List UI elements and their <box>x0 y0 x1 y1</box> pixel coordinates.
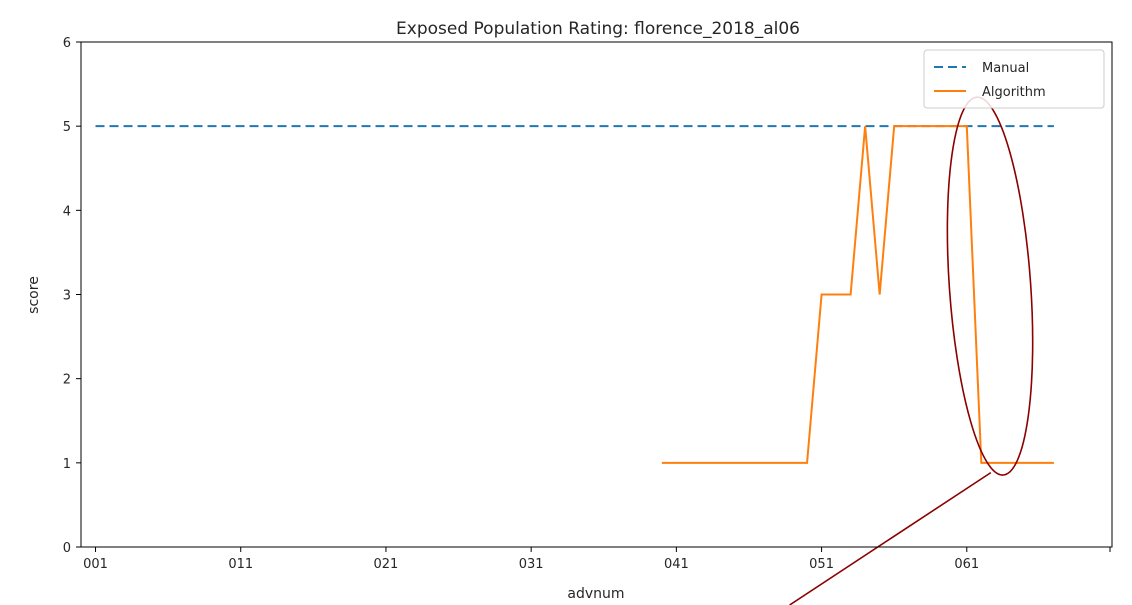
x-tick-label: 031 <box>519 557 544 572</box>
annotation-layer <box>789 96 1034 605</box>
annotation-ellipse <box>946 96 1034 476</box>
y-tick-label: 5 <box>63 120 71 135</box>
y-tick-label: 2 <box>63 373 71 388</box>
chart-title: Exposed Population Rating: florence_2018… <box>396 19 800 39</box>
legend-label-algorithm: Algorithm <box>982 85 1046 100</box>
y-axis-label: score <box>26 276 42 314</box>
legend: Manual Algorithm <box>923 49 1105 109</box>
y-tick-label: 1 <box>63 457 71 472</box>
x-tick-label: 001 <box>83 557 108 572</box>
plot-frame <box>80 41 1113 548</box>
x-tick-label: 041 <box>664 557 689 572</box>
x-axis-label: advnum <box>567 586 624 602</box>
y-axis-ticks: 0 1 2 3 4 5 6 <box>63 36 81 556</box>
legend-box <box>923 49 1105 109</box>
y-tick-label: 3 <box>63 289 71 304</box>
legend-label-manual: Manual <box>982 61 1029 76</box>
y-tick-label: 4 <box>63 204 71 219</box>
x-axis-ticks: 001 011 021 031 041 051 061 <box>83 547 1111 572</box>
y-tick-label: 0 <box>63 541 71 556</box>
y-tick-label: 6 <box>63 36 71 51</box>
x-tick-label: 051 <box>809 557 834 572</box>
x-tick-label: 011 <box>228 557 253 572</box>
x-tick-label: 021 <box>374 557 399 572</box>
series-layer <box>95 125 1054 464</box>
series-line-algorithm <box>661 125 1054 464</box>
annotation-pointer-line <box>789 471 992 605</box>
x-tick-label: 061 <box>954 557 979 572</box>
